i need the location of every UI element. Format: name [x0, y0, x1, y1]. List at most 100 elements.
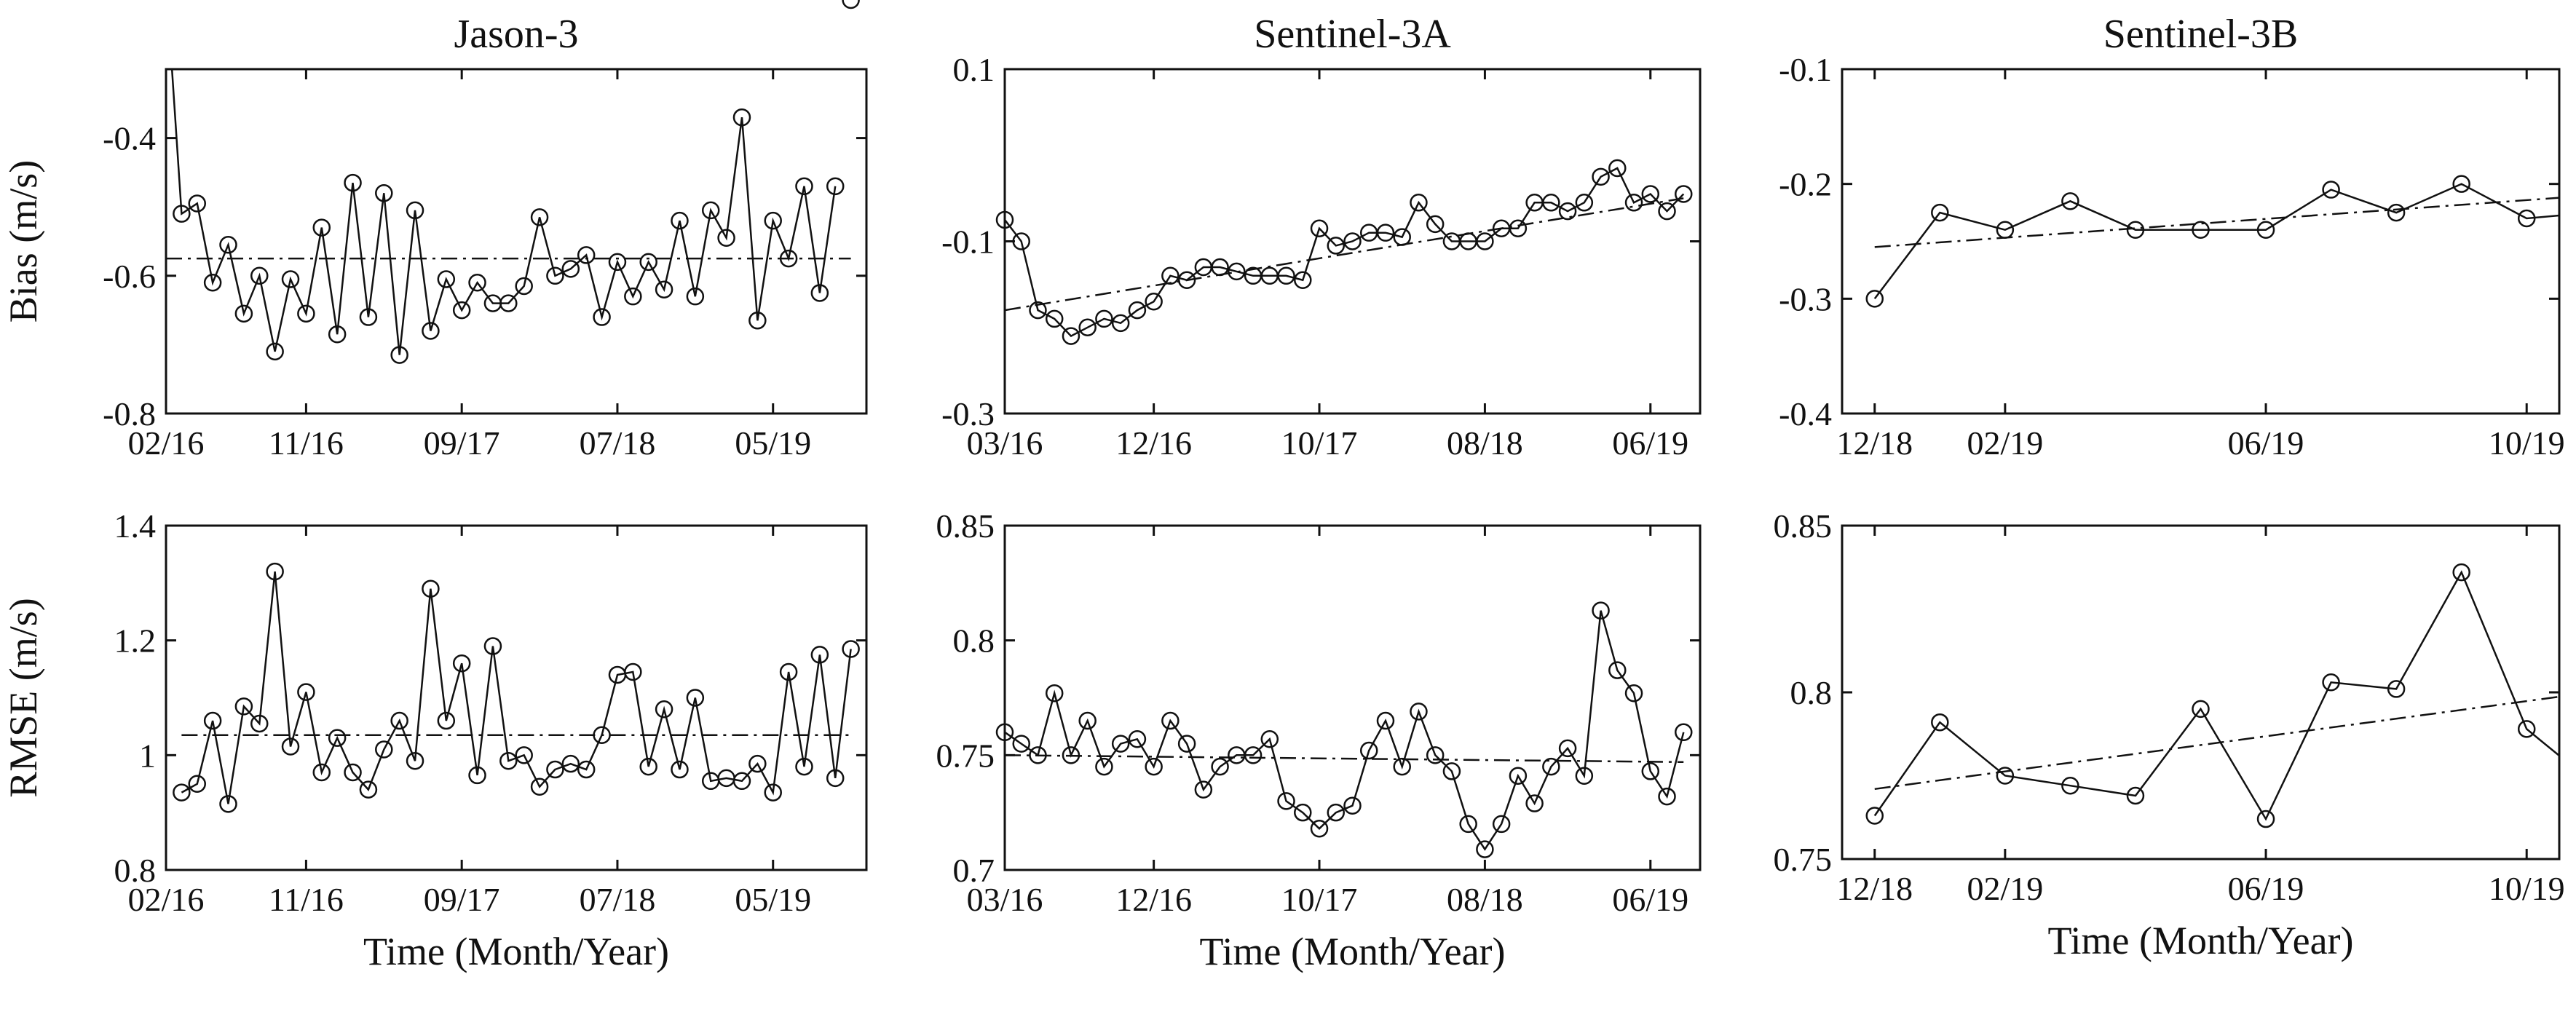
data-point-marker	[312, 218, 331, 237]
y-tick-label: -0.1	[1779, 51, 1832, 88]
data-point-marker	[561, 754, 580, 773]
y-tick-label: -0.2	[1779, 166, 1832, 203]
data-point-marker	[671, 211, 689, 230]
data-point-marker	[1161, 711, 1180, 730]
data-point-marker	[328, 729, 347, 747]
y-tick-label: -0.4	[103, 120, 156, 157]
data-point-marker	[1128, 301, 1147, 320]
data-point-marker	[1078, 711, 1097, 730]
x-tick-label: 03/16	[967, 424, 1043, 462]
data-point-marker	[2517, 720, 2536, 738]
data-point-marker	[577, 760, 596, 779]
data-point-marker	[1260, 730, 1279, 748]
data-point-marker	[530, 777, 549, 796]
data-point-marker	[1177, 271, 1196, 289]
data-point-marker	[1327, 237, 1346, 255]
data-point-marker	[810, 646, 829, 664]
data-point-marker	[1111, 735, 1130, 753]
data-point-marker	[1675, 185, 1693, 203]
data-point-marker	[1575, 767, 1594, 785]
data-point-marker	[1177, 735, 1196, 753]
sentinel3b-bias-panel: -0.4 -0.3 -0.2 -0.1 12/18 02/19 06/19 10/19 Sent…	[1779, 12, 2564, 462]
data-point-marker	[1426, 215, 1445, 234]
sentinel3a-rmse-panel: 0.7 0.75 0.8 0.85 03/16 12/16 10/17 08/18 06/19 T…	[936, 507, 1702, 973]
data-point-marker	[1376, 711, 1395, 730]
y-tick-label: 1	[139, 737, 156, 774]
y-tick-label: -0.4	[1779, 395, 1832, 432]
y-tick-label: 1.2	[114, 622, 157, 660]
x-tick-label: 02/16	[128, 881, 205, 918]
data-point-marker	[468, 766, 486, 785]
data-point-marker	[748, 312, 767, 330]
data-point-marker	[1145, 757, 1163, 776]
data-point-marker	[437, 270, 456, 288]
data-point-marker	[1277, 792, 1295, 810]
x-tick-label: 11/16	[269, 424, 344, 462]
data-point-marker	[203, 711, 222, 730]
x-tick-label: 06/19	[1612, 881, 1688, 918]
data-point-marker	[717, 229, 735, 248]
data-point-marker	[515, 277, 533, 296]
data-point-marker	[1476, 840, 1494, 858]
data-point-marker	[732, 108, 751, 127]
data-point-marker	[1277, 266, 1295, 285]
y-tick-label: -0.3	[941, 395, 995, 432]
sentinel3a-rmse-series-line	[1005, 610, 1685, 851]
x-tick-label: 05/19	[735, 881, 811, 918]
sentinel3b-bias-trend-line	[1874, 197, 2559, 248]
x-tick-label: 08/18	[1447, 424, 1523, 462]
data-point-marker	[1029, 746, 1047, 764]
data-point-marker	[826, 177, 845, 196]
data-point-marker	[1211, 258, 1229, 277]
data-point-marker	[624, 287, 642, 306]
data-point-marker	[1865, 290, 1884, 308]
data-point-marker	[764, 783, 782, 802]
data-point-marker	[1145, 293, 1163, 311]
data-point-marker	[1012, 735, 1030, 753]
data-point-marker	[2192, 221, 2210, 239]
y-tick-label: -0.8	[103, 395, 156, 432]
data-point-marker	[1624, 194, 1643, 212]
x-tick-label: 03/16	[967, 881, 1043, 918]
data-point-marker	[499, 751, 518, 770]
data-point-marker	[1509, 767, 1528, 785]
data-point-marker	[328, 325, 347, 344]
x-tick-label: 12/16	[1115, 424, 1192, 462]
data-point-marker	[1592, 601, 1610, 620]
data-point-marker	[1294, 803, 1312, 822]
data-point-marker	[608, 253, 627, 272]
data-point-marker	[422, 579, 440, 598]
data-point-marker	[1542, 757, 1560, 776]
data-point-marker	[1327, 803, 1346, 822]
sentinel3b-bias-series-line	[1873, 183, 2559, 300]
sentinel3a-rmse-trend-line	[1005, 754, 1684, 764]
data-point-marker	[1045, 309, 1064, 328]
data-point-marker	[530, 208, 549, 226]
data-point-marker	[406, 201, 424, 220]
x-tick-label: 07/18	[580, 424, 656, 462]
data-point-marker	[1294, 271, 1312, 289]
data-point-marker	[655, 280, 673, 298]
x-tick-label: 12/16	[1115, 881, 1192, 918]
y-tick-label: 0.75	[936, 737, 995, 774]
x-tick-label: 06/19	[2228, 870, 2304, 907]
data-point-marker	[1211, 757, 1229, 776]
data-point-marker	[995, 210, 1014, 229]
data-point-marker	[1658, 787, 1676, 806]
data-point-marker	[1525, 794, 1544, 812]
data-point-marker	[671, 760, 689, 779]
data-point-marker	[1931, 713, 1949, 732]
x-axis-label: Time (Month/Year)	[1199, 930, 1505, 973]
data-point-marker	[686, 287, 705, 306]
data-point-marker	[2322, 673, 2340, 692]
data-point-marker	[1244, 746, 1263, 764]
data-point-marker	[1476, 232, 1494, 250]
data-point-marker	[1029, 301, 1047, 320]
data-point-marker	[390, 711, 408, 730]
data-point-marker	[1442, 762, 1461, 780]
data-point-marker	[1078, 318, 1097, 336]
data-point-marker	[842, 640, 860, 658]
sentinel3b-bias-plot-frame	[1841, 68, 2561, 415]
data-point-marker	[842, 0, 860, 9]
